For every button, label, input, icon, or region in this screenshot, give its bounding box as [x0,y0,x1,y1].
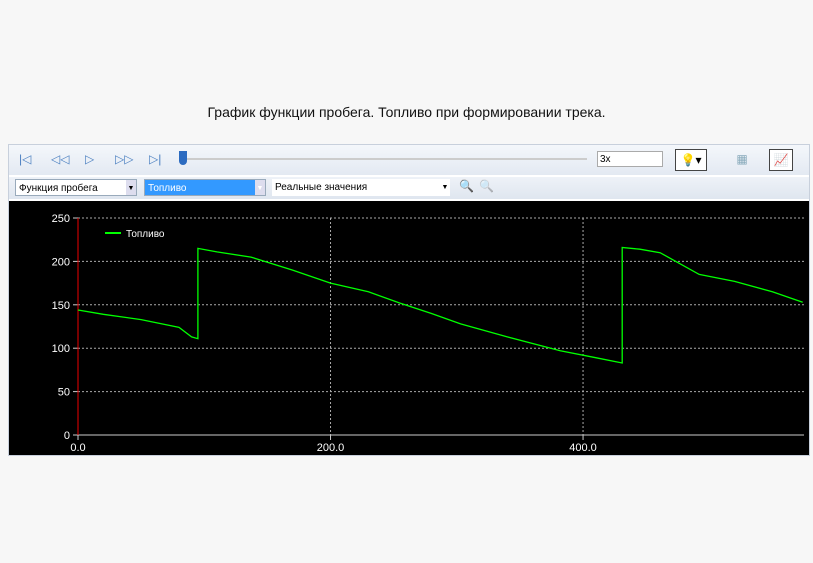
function-select-value: Функция пробега [19,183,98,194]
chart-panel: |◁ ◁◁ ▷ ▷▷ ▷| 3x 💡▾ ▦ 📈 Функция пробега ▼… [8,144,810,456]
rewind-icon[interactable]: ◁◁ [51,152,70,166]
y-tick-label: 150 [52,300,70,312]
x-tick-label: 200.0 [317,442,345,454]
param-select[interactable]: Топливо ▼ [144,179,266,196]
chart-icon[interactable]: 📈 [769,149,793,171]
mode-select-value: Реальные значения [275,182,368,193]
timeline-slider[interactable] [181,158,587,160]
zoom-out-icon[interactable]: 🔍 [479,179,494,193]
function-select[interactable]: Функция пробега ▼ [15,179,137,196]
chevron-down-icon[interactable]: ▼ [441,184,449,191]
last-icon[interactable]: ▷| [149,152,162,166]
lightbulb-icon[interactable]: 💡▾ [675,149,707,171]
y-tick-label: 200 [52,256,70,268]
play-icon[interactable]: ▷ [85,152,95,166]
x-tick-label: 0.0 [70,442,85,454]
slider-thumb[interactable] [179,151,187,165]
first-icon[interactable]: |◁ [19,152,32,166]
y-tick-label: 50 [58,387,70,399]
y-tick-label: 250 [52,213,70,225]
playback-toolbar: |◁ ◁◁ ▷ ▷▷ ▷| 3x 💡▾ ▦ 📈 [9,145,809,175]
fuel-chart: 0 50 100 150 200 250 0.0 200.0 400.0 Топливо [9,201,809,455]
mode-select[interactable]: Реальные значения ▼ [272,179,450,196]
y-tick-label: 0 [64,430,70,442]
x-tick-label: 400.0 [569,442,597,454]
page-title: График функции пробега. Топливо при форм… [207,104,606,120]
chevron-down-icon[interactable]: ▼ [126,180,136,195]
table-icon[interactable]: ▦ [736,152,748,166]
param-select-value: Топливо [148,183,187,194]
zoom-in-icon[interactable]: 🔍 [459,179,474,193]
series-line [77,246,803,364]
options-toolbar: Функция пробега ▼ Топливо ▼ Реальные значе… [9,177,809,199]
speed-spinner[interactable]: 3x [597,151,663,167]
legend-label: Топливо [126,229,165,240]
y-tick-label: 100 [52,343,70,355]
chevron-down-icon[interactable]: ▼ [255,180,265,195]
fast-forward-icon[interactable]: ▷▷ [115,152,134,166]
